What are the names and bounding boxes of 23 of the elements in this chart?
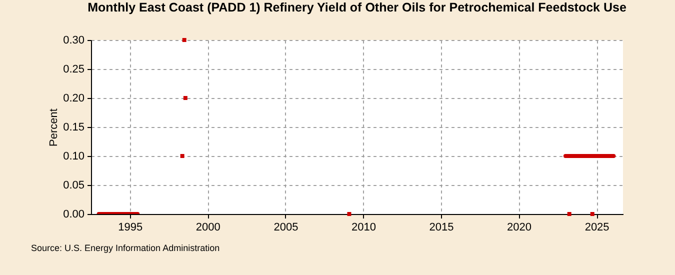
point [347,212,352,216]
y-tick-label: 0.00 [63,208,84,220]
x-tick-label: 2025 [584,222,610,234]
y-axis-title: Percent [48,108,60,146]
x-tick-label: 2010 [351,222,376,234]
point [567,212,572,216]
x-tick-label: 2005 [274,222,298,234]
point [590,212,594,216]
y-tick-label: 0.05 [63,180,84,192]
point [180,154,184,158]
y-tick-label: 0.15 [63,122,84,134]
y-tick-label: 0.30 [63,34,84,46]
point [182,38,186,42]
x-tick-label: 2020 [507,222,532,234]
x-tick-label: 2015 [429,222,454,234]
chart-title: Monthly East Coast (PADD 1) Refinery Yield of Other Oils for Petrochemical Feedstock Use [88,0,626,14]
x-tick-label: 2000 [196,222,220,234]
x-tick-label: 1995 [118,222,143,234]
y-tick-label: 0.20 [63,92,84,104]
y-tick-label: 0.10 [63,150,84,162]
source-note: Source: U.S. Energy Information Administration [31,243,220,253]
y-tick-label: 0.25 [63,64,84,76]
point [183,96,188,100]
